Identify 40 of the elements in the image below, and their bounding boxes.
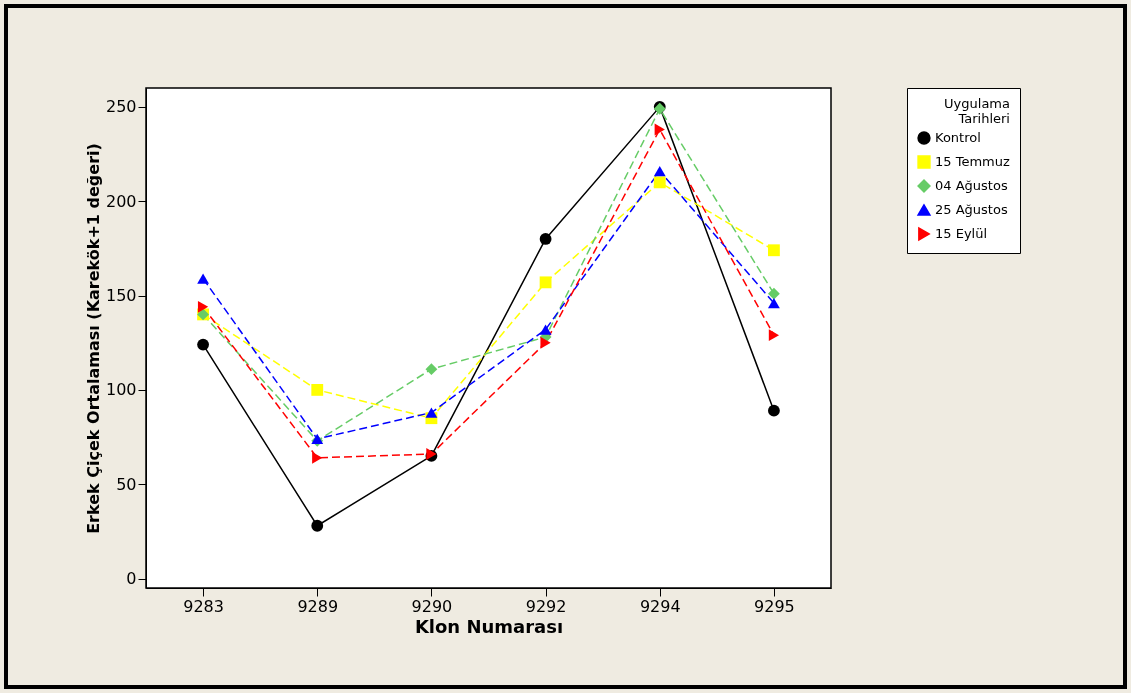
point [311, 383, 324, 396]
legend-label: 25 Ağustos [935, 202, 1008, 217]
point [425, 363, 438, 376]
x-tick-label: 9290 [411, 596, 453, 616]
point [540, 336, 551, 349]
x-tick-label: 9292 [525, 596, 567, 616]
point [539, 233, 552, 245]
point [654, 123, 665, 136]
legend-title: Uygulama Tarihleri [944, 96, 1010, 126]
y-tick-label: 200 [105, 191, 137, 211]
y-tick-label: 250 [105, 97, 137, 117]
y-tick-label: 0 [126, 569, 137, 589]
y-tick-label: 150 [105, 286, 137, 306]
point [768, 329, 780, 342]
legend-label: Kontrol [935, 130, 981, 145]
x-tick-label: 9294 [639, 596, 681, 616]
point [653, 176, 666, 189]
point [312, 451, 323, 464]
point [539, 324, 552, 335]
x-tick-label: 9295 [754, 596, 795, 616]
legend-label: 15 Eylül [935, 226, 988, 241]
point [768, 244, 780, 257]
x-tick-label: 9283 [183, 596, 224, 616]
y-axis-title: Erkek Çiçek Ortalaması (Karekök+1 değeri) [83, 143, 103, 534]
x-axis-title: Klon Numarası [414, 615, 564, 637]
point [768, 404, 780, 417]
point [768, 287, 780, 300]
legend-label: 04 Ağustos [935, 178, 1008, 193]
point [197, 273, 209, 284]
point [425, 407, 438, 418]
y-tick-label: 100 [105, 380, 137, 400]
point [311, 519, 324, 532]
point [197, 300, 209, 313]
point [768, 297, 780, 309]
point [653, 165, 666, 177]
y-tick-label: 50 [116, 474, 137, 494]
x-tick-label: 9289 [297, 596, 339, 616]
point [197, 338, 209, 351]
legend-label: 15 Temmuz [935, 154, 1010, 169]
point [539, 276, 552, 289]
